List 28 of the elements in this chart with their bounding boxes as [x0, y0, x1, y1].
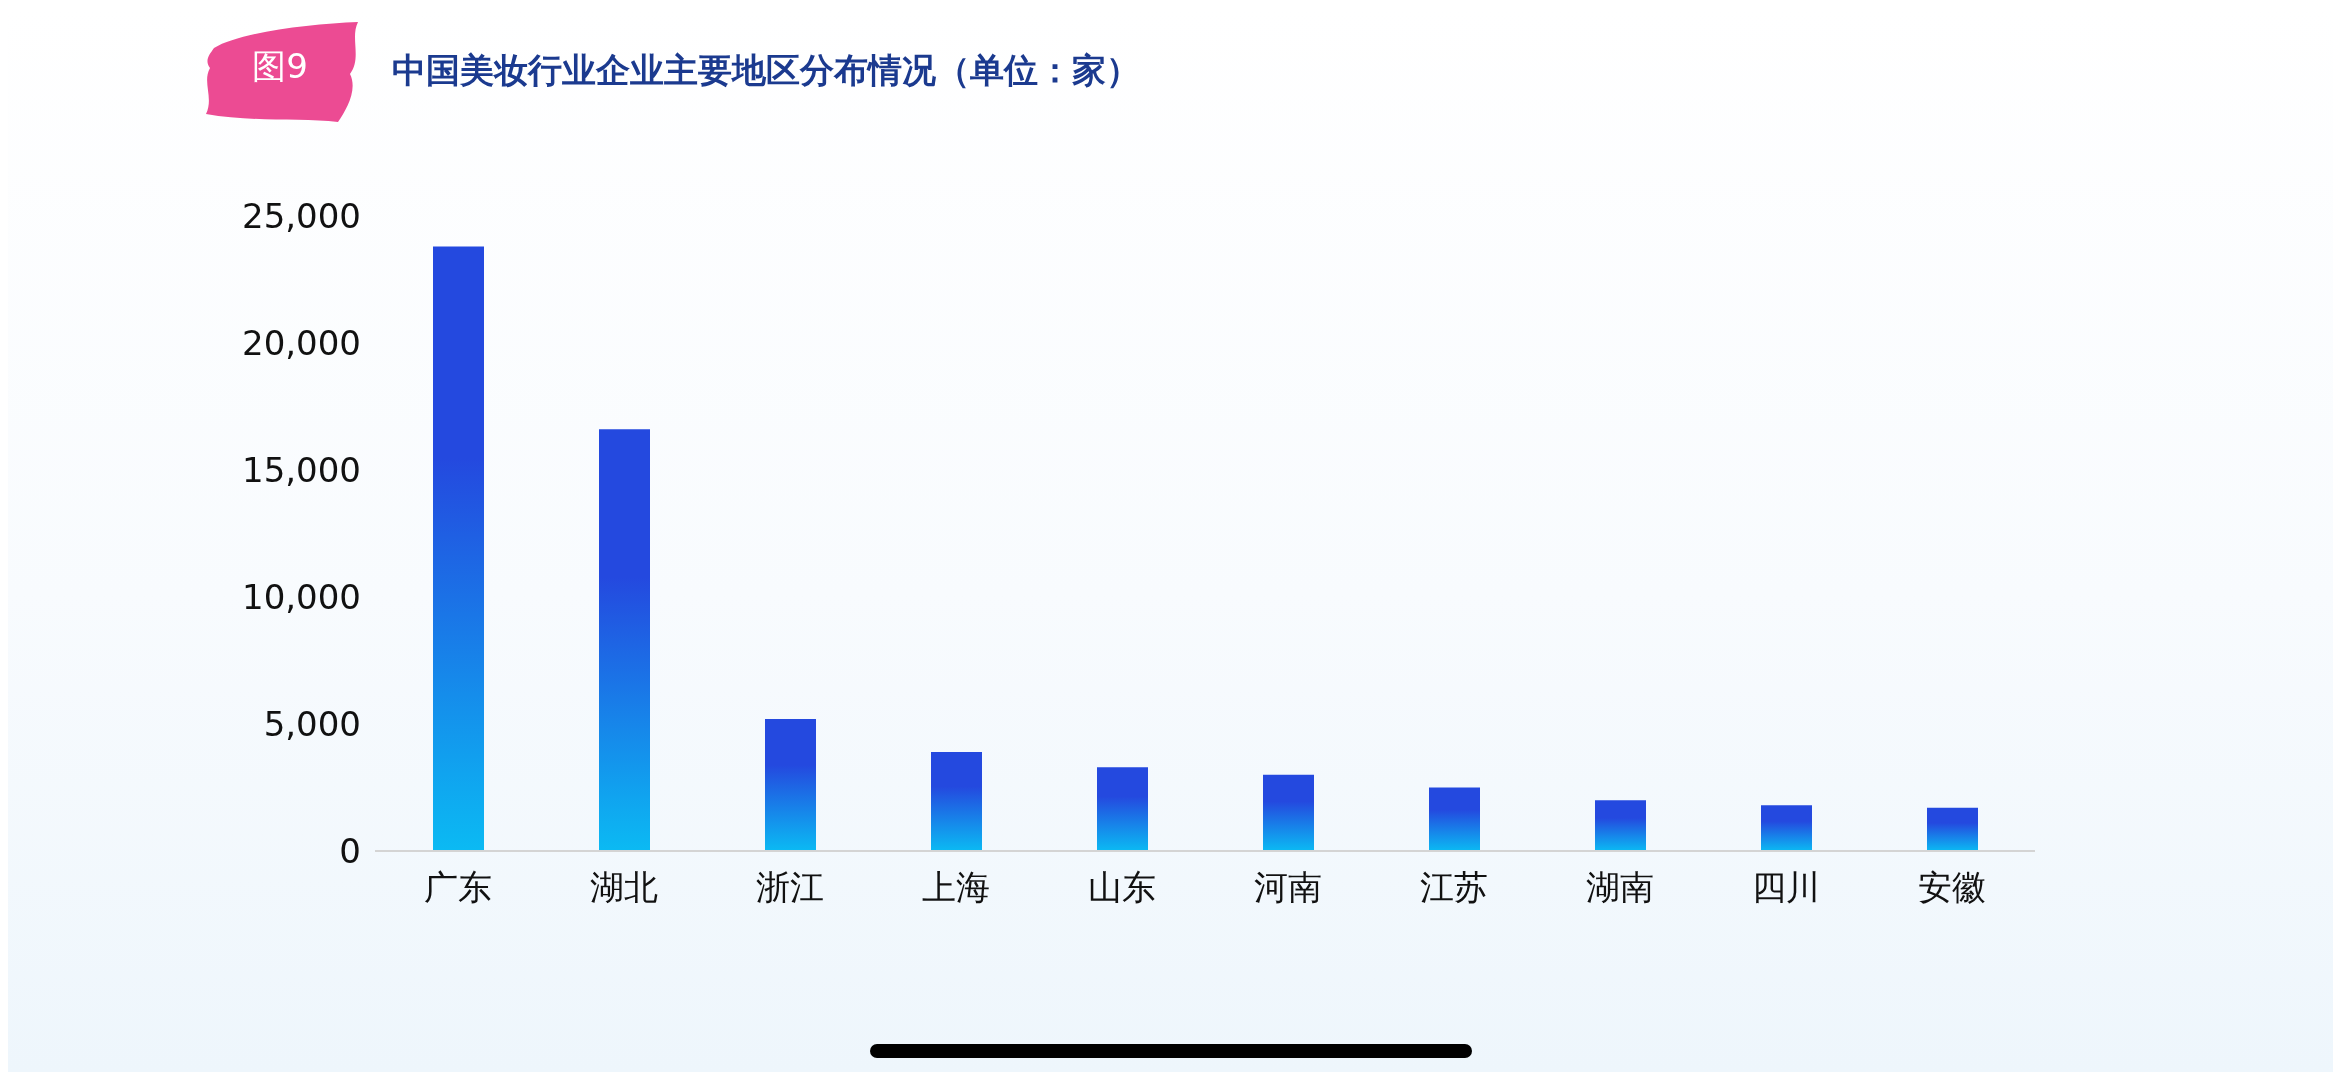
- x-tick-label: 江苏: [1420, 867, 1488, 908]
- bar: [1927, 807, 1978, 851]
- x-tick-label: 河南: [1254, 867, 1322, 908]
- bar: [599, 429, 650, 851]
- bar: [1761, 805, 1812, 851]
- x-tick-label: 浙江: [756, 867, 824, 908]
- y-tick-label: 25,000: [242, 196, 361, 237]
- x-tick-label: 湖南: [1586, 867, 1654, 908]
- y-tick-label: 15,000: [242, 450, 361, 491]
- bar: [1595, 800, 1646, 851]
- x-tick-label: 安徽: [1918, 867, 1986, 908]
- y-tick-label: 20,000: [242, 323, 361, 364]
- bar: [765, 718, 816, 851]
- x-tick-label: 上海: [922, 867, 990, 908]
- x-tick-label: 广东: [424, 867, 492, 908]
- y-tick-label: 10,000: [242, 577, 361, 618]
- x-tick-label: 四川: [1752, 867, 1820, 908]
- x-tick-label: 湖北: [590, 867, 658, 908]
- bar: [1263, 774, 1314, 851]
- caption: 图9: [251, 46, 309, 86]
- bar: [1429, 787, 1480, 851]
- bar: [433, 246, 484, 851]
- bar: [931, 751, 982, 851]
- y-tick-label: 0: [339, 831, 361, 872]
- chart-title: 中国美妆行业企业主要地区分布情况（单位：家）: [392, 49, 1140, 92]
- x-tick-label: 山东: [1088, 867, 1156, 908]
- bar: [1097, 767, 1148, 851]
- y-tick-label: 5,000: [263, 704, 361, 745]
